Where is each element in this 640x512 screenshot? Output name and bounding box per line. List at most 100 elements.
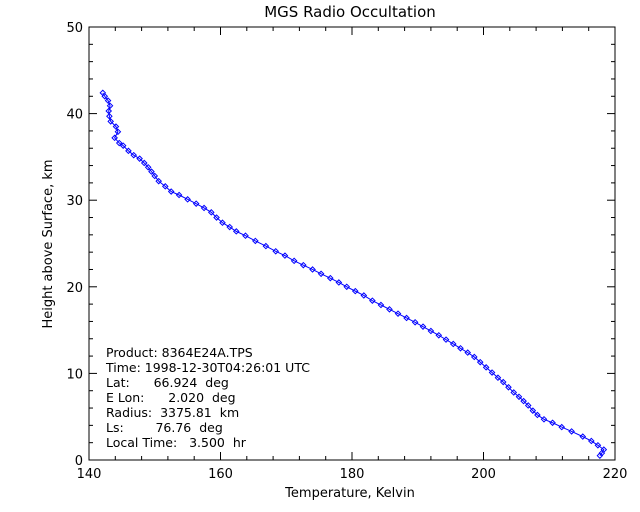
info-time: Time: 1998-12-30T04:26:01 UTC [105,360,310,375]
data-point [540,415,548,423]
data-point [144,163,152,171]
data-point [427,327,435,335]
data-point [558,423,566,431]
info-product: Product: 8364E24A.TPS [106,345,253,360]
data-point [252,237,259,245]
data-point [534,411,541,419]
data-point [579,433,587,440]
data-point [148,168,155,175]
data-point [524,402,532,409]
data-point [112,123,120,130]
y-tick-label: 0 [75,454,83,469]
data-point [213,214,220,221]
data-point [200,204,208,212]
data-point [107,118,115,125]
data-point [232,228,240,235]
data-point [403,314,410,322]
data-point [140,159,148,167]
y-axis: 0 10 20 30 40 50 [66,21,615,469]
y-tick-label: 10 [66,367,83,382]
data-point [499,378,507,386]
data-point [457,344,464,352]
data-point [106,112,113,120]
data-point [219,219,226,227]
data-point [184,196,191,203]
data-point [549,419,556,427]
data-point [326,274,334,282]
data-point [226,223,234,231]
x-tick-label: 180 [340,467,365,482]
data-point [192,200,200,207]
data-point [369,297,376,304]
data-point [161,183,169,190]
info-local-time: Local Time: 3.500 hr [106,435,247,450]
occultation-info: Product: 8364E24A.TPS Time: 1998-12-30T0… [105,345,310,450]
data-point [175,191,183,199]
info-solar-longitude: Ls: 76.76 deg [106,420,223,435]
x-tick-label: 140 [77,467,102,482]
x-tick-label: 200 [471,467,496,482]
data-point [115,139,123,147]
data-point [594,441,602,449]
data-point [104,97,112,104]
data-point [167,188,175,195]
data-point [386,306,393,313]
data-point [515,393,523,401]
info-radius: Radius: 3375.81 km [106,405,239,420]
data-point [114,128,122,136]
data-point [281,252,289,259]
data-point [317,270,325,278]
data-point [106,102,114,110]
data-point [130,151,138,159]
data-point [435,331,443,339]
data-point [568,428,575,435]
data-point [300,261,307,269]
data-point [394,310,402,317]
data-point [290,257,298,265]
data-point [377,301,385,309]
y-axis-label: Height above Surface, km [41,159,56,328]
data-point [272,247,280,255]
y-tick-label: 50 [66,21,83,36]
data-point [520,397,527,405]
x-axis: 140 160 180 200 220 [77,27,628,482]
data-point [442,336,450,343]
y-tick-label: 40 [66,108,83,123]
data-point [464,349,472,356]
x-tick-label: 220 [603,467,628,482]
data-point [510,389,518,396]
info-latitude: Lat: 66.924 deg [106,375,229,390]
data-point [476,358,484,366]
data-point [309,266,316,273]
data-point [411,318,419,326]
data-point [449,340,457,348]
data-point [99,89,107,97]
data-point [155,177,163,185]
data-point [343,283,351,291]
y-tick-label: 20 [66,281,83,296]
data-point [111,134,118,142]
data-point [136,155,143,162]
data-point [125,147,132,155]
data-point [529,407,537,414]
info-east-longitude: E Lon: 2.020 deg [106,390,236,405]
data-point [488,369,496,376]
data-point [262,242,270,250]
data-point [351,287,359,295]
data-point [101,92,109,100]
data-point [588,437,595,445]
x-axis-label: Temperature, Kelvin [284,486,415,501]
y-tick-label: 30 [66,194,83,209]
data-point [335,279,343,286]
data-point [596,452,604,459]
x-tick-label: 160 [208,467,233,482]
data-point [494,374,502,382]
chart-title: MGS Radio Occultation [264,3,436,21]
data-point [505,383,512,391]
data-point [470,353,478,361]
temperature-profile [99,89,608,459]
data-point [151,172,159,180]
data-point [242,232,249,240]
data-point [207,209,215,216]
